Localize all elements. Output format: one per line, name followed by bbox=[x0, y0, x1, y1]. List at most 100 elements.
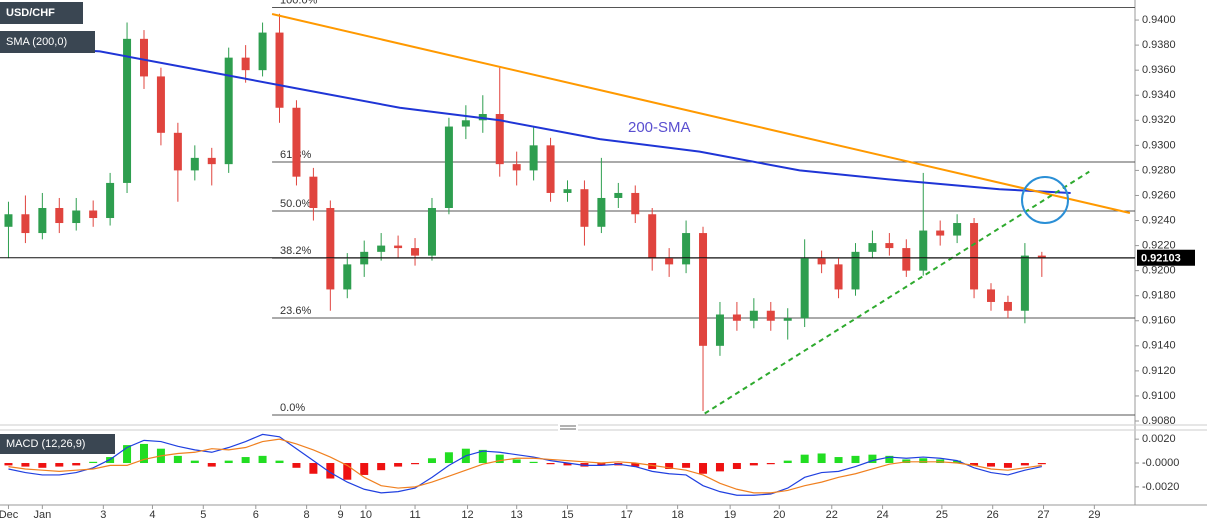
candle-body bbox=[546, 145, 555, 193]
candle-body bbox=[224, 57, 233, 165]
y-tick-label: 0.9180 bbox=[1142, 290, 1176, 302]
y-tick-label: 0.9220 bbox=[1142, 239, 1176, 251]
candle-body bbox=[919, 230, 928, 271]
sma-line bbox=[0, 44, 1071, 194]
y-tick-label: -0.0000 bbox=[1142, 457, 1179, 469]
histogram-bar bbox=[207, 463, 216, 467]
candle-body bbox=[936, 230, 945, 236]
histogram-bar bbox=[326, 463, 335, 479]
histogram-bar bbox=[512, 459, 521, 464]
histogram-bar bbox=[139, 443, 148, 464]
candle-body bbox=[123, 38, 132, 183]
candle-body bbox=[275, 32, 284, 108]
candle-body bbox=[427, 207, 436, 256]
candle-body bbox=[614, 192, 623, 198]
candle-body bbox=[444, 126, 453, 208]
x-tick-label: 3 bbox=[100, 509, 106, 521]
candle-body bbox=[411, 248, 420, 256]
histogram-bar bbox=[970, 463, 979, 466]
indicator-label: SMA (200,0) bbox=[6, 36, 67, 48]
histogram-bar bbox=[546, 463, 555, 465]
histogram-bar bbox=[495, 454, 504, 464]
candle-body bbox=[631, 192, 640, 215]
y-tick-label: 0.9100 bbox=[1142, 390, 1176, 402]
histogram-bar bbox=[275, 460, 284, 464]
y-tick-label: 0.9200 bbox=[1142, 265, 1176, 277]
histogram-bar bbox=[309, 463, 318, 474]
candle-body bbox=[326, 207, 335, 290]
candle-body bbox=[665, 258, 674, 265]
histogram-bar bbox=[394, 463, 403, 467]
candle-body bbox=[987, 289, 996, 302]
x-tick-label: 5 bbox=[200, 509, 206, 521]
x-tick-label: 19 bbox=[724, 509, 736, 521]
x-tick-label: 20 bbox=[773, 509, 785, 521]
x-tick-label: 4 bbox=[149, 509, 155, 521]
macd-badge[interactable] bbox=[0, 434, 115, 454]
fib-label: 23.6% bbox=[280, 305, 311, 317]
symbol-badge[interactable] bbox=[0, 2, 83, 24]
candle-body bbox=[597, 197, 606, 227]
indicator-badge[interactable] bbox=[0, 31, 95, 53]
histogram-bar bbox=[597, 463, 606, 466]
candle-body bbox=[21, 214, 30, 234]
x-tick-label: 22 bbox=[826, 509, 838, 521]
histogram-bar bbox=[190, 460, 199, 464]
candle-body bbox=[72, 210, 81, 224]
x-tick-label: 9 bbox=[337, 509, 343, 521]
x-tick-label: 25 bbox=[936, 509, 948, 521]
histogram-bar bbox=[1003, 463, 1012, 468]
histogram-bar bbox=[682, 463, 691, 468]
candle-body bbox=[834, 264, 843, 290]
y-tick-label: 0.9120 bbox=[1142, 365, 1176, 377]
candle-body bbox=[512, 164, 521, 171]
histogram-bar bbox=[360, 463, 369, 475]
candle-body bbox=[580, 189, 589, 227]
macd-label: MACD (12,26,9) bbox=[6, 438, 85, 450]
histogram-bar bbox=[834, 457, 843, 464]
candle-body bbox=[851, 251, 860, 290]
x-tick-label: 6 bbox=[253, 509, 259, 521]
y-tick-label: 0.9260 bbox=[1142, 189, 1176, 201]
histogram-bar bbox=[749, 463, 758, 466]
candle-body bbox=[529, 145, 538, 171]
sma-annotation: 200-SMA bbox=[628, 119, 691, 136]
candle-body bbox=[38, 207, 47, 234]
candle-body bbox=[207, 157, 216, 165]
histogram-bar bbox=[343, 463, 352, 480]
candle-body bbox=[173, 132, 182, 171]
candle-body bbox=[89, 210, 98, 219]
histogram-bar bbox=[817, 453, 826, 464]
histogram-bar bbox=[715, 463, 724, 472]
candle-body bbox=[309, 176, 318, 208]
highlight-circle bbox=[1021, 176, 1069, 224]
histogram-bar bbox=[38, 463, 47, 468]
histogram-bar bbox=[1037, 463, 1046, 465]
histogram-bar bbox=[868, 454, 877, 464]
symbol-label: USD/CHF bbox=[6, 7, 55, 19]
last-price-box bbox=[1137, 249, 1195, 266]
x-tick-label: 13 bbox=[511, 509, 523, 521]
candle-body bbox=[766, 310, 775, 321]
y-tick-label: 0.0020 bbox=[1142, 433, 1176, 445]
x-tick-label: 26 bbox=[987, 509, 999, 521]
candle-body bbox=[106, 182, 115, 219]
candle-body bbox=[953, 223, 962, 236]
candle-body bbox=[156, 76, 165, 133]
histogram-bar bbox=[478, 449, 487, 464]
histogram-bar bbox=[292, 463, 301, 468]
histogram-bar bbox=[427, 458, 436, 464]
histogram-bar bbox=[411, 463, 420, 465]
candle-body bbox=[648, 214, 657, 259]
resize-handle[interactable] bbox=[558, 424, 578, 432]
fib-label: 0.0% bbox=[280, 402, 305, 414]
x-tick-label: Dec bbox=[0, 509, 19, 521]
histogram-bar bbox=[241, 457, 250, 464]
histogram-bar bbox=[4, 463, 13, 466]
histogram-bar bbox=[953, 460, 962, 464]
macd-panel: 0.0020 -0.0000 -0.0020 Dec Jan 3 4 5 6 8 9 10 11 12 13… bbox=[0, 433, 1179, 521]
trend-line bbox=[271, 13, 1131, 214]
histogram-bar bbox=[919, 458, 928, 464]
